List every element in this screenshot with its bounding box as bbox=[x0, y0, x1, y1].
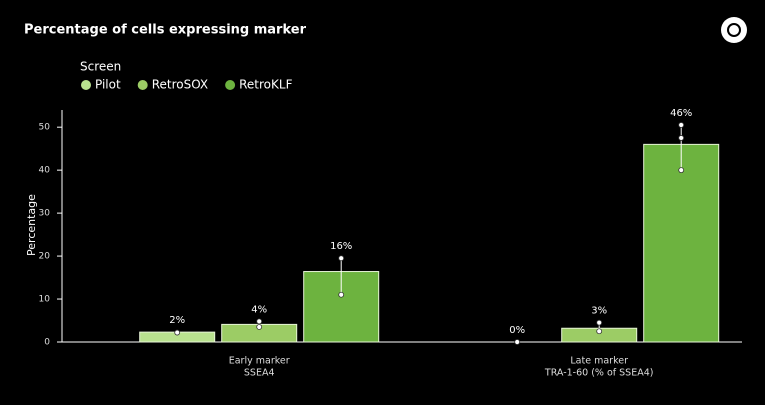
logo bbox=[721, 17, 747, 43]
legend-label: RetroKLF bbox=[239, 78, 292, 92]
x-tick-label: Late marker bbox=[570, 356, 628, 367]
replicate-point bbox=[678, 122, 685, 128]
legend-swatch bbox=[81, 80, 91, 90]
replicate-point bbox=[514, 339, 521, 345]
value-label: 0% bbox=[509, 325, 525, 336]
replicate-point bbox=[338, 255, 345, 262]
value-label: 4% bbox=[251, 304, 267, 315]
replicate-point bbox=[174, 329, 181, 336]
chart-title: Percentage of cells expressing marker bbox=[24, 23, 307, 38]
value-label: 16% bbox=[330, 241, 352, 252]
replicate-point bbox=[256, 324, 263, 330]
y-tick-label: 10 bbox=[39, 295, 51, 305]
x-tick-label: Early marker bbox=[229, 356, 290, 367]
y-tick-label: 50 bbox=[39, 123, 51, 133]
y-tick-label: 40 bbox=[39, 166, 51, 176]
replicate-point bbox=[596, 328, 603, 335]
y-tick-label: 30 bbox=[39, 209, 51, 219]
replicate-point bbox=[678, 135, 685, 141]
x-tick-sublabel: SSEA4 bbox=[244, 368, 275, 379]
replicate-point bbox=[338, 291, 345, 298]
legend-label: RetroSOX bbox=[152, 78, 208, 92]
y-tick-label: 20 bbox=[39, 252, 51, 262]
value-label: 2% bbox=[169, 315, 185, 326]
replicate-point bbox=[596, 319, 603, 326]
replicate-point bbox=[256, 318, 263, 325]
legend-label: Pilot bbox=[95, 78, 121, 92]
y-tick-label: 0 bbox=[44, 338, 50, 348]
legend-swatch bbox=[225, 80, 236, 90]
legend-swatch bbox=[137, 80, 148, 90]
legend-title: Screen bbox=[80, 60, 121, 74]
bar bbox=[643, 143, 720, 343]
value-label: 3% bbox=[591, 306, 607, 317]
x-tick-sublabel: TRA-1-60 (% of SSEA4) bbox=[544, 368, 654, 379]
replicate-point bbox=[678, 167, 685, 174]
value-label: 46% bbox=[670, 108, 692, 119]
y-axis-label: Percentage bbox=[25, 194, 38, 256]
